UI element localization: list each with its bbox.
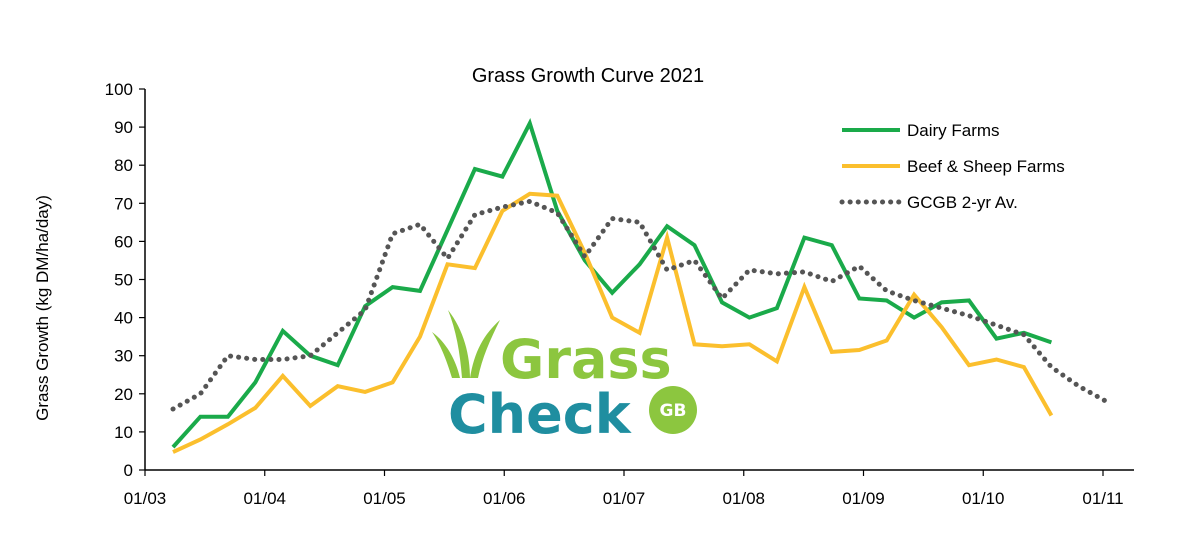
y-tick-label: 50 xyxy=(114,271,133,290)
legend-label: GCGB 2-yr Av. xyxy=(907,193,1018,212)
legend: Dairy Farms Beef & Sheep Farms GCGB 2-yr A… xyxy=(839,121,1065,212)
series-line-1 xyxy=(172,191,1054,454)
y-tick-label: 20 xyxy=(114,385,133,404)
x-tick-label: 01/11 xyxy=(1082,489,1123,508)
logo-badge-gb: GB xyxy=(660,401,687,421)
y-axis-label: Grass Growth (kg DM/ha/day) xyxy=(33,195,52,421)
legend-label: Dairy Farms xyxy=(907,121,1000,140)
gb-badge xyxy=(649,386,697,434)
legend-label: Beef & Sheep Farms xyxy=(907,157,1065,176)
y-tick-label: 0 xyxy=(124,461,133,480)
x-tick-label: 01/04 xyxy=(243,489,286,508)
x-tick-label: 01/07 xyxy=(603,489,646,508)
series-lines xyxy=(170,118,1109,454)
x-tick-label: 01/03 xyxy=(124,489,167,508)
x-tick-label: 01/05 xyxy=(363,489,406,508)
logo-text-check: Check xyxy=(448,383,632,446)
axes: 0 10 20 30 40 50 60 70 80 90 100 01/03 01/04 01/05 01/… xyxy=(105,80,1134,508)
y-tick-label: 60 xyxy=(114,232,133,251)
y-tick-label: 90 xyxy=(114,118,133,137)
x-tick-label: 01/06 xyxy=(483,489,526,508)
grass-blades-icon xyxy=(432,310,500,378)
series-line-2 xyxy=(170,198,1109,412)
y-tick-label: 100 xyxy=(105,80,133,99)
y-tick-label: 30 xyxy=(114,347,133,366)
x-tick-label: 01/10 xyxy=(962,489,1005,508)
y-tick-label: 10 xyxy=(114,423,133,442)
grasscheck-gb-logo: Grass Check GB xyxy=(432,310,697,446)
logo-text-grass: Grass xyxy=(500,328,672,391)
chart-title: Grass Growth Curve 2021 xyxy=(472,65,704,87)
y-tick-label: 80 xyxy=(114,156,133,175)
y-tick-label: 40 xyxy=(114,309,133,328)
x-tick-label: 01/08 xyxy=(722,489,765,508)
x-tick-label: 01/09 xyxy=(842,489,885,508)
y-tick-label: 70 xyxy=(114,194,133,213)
